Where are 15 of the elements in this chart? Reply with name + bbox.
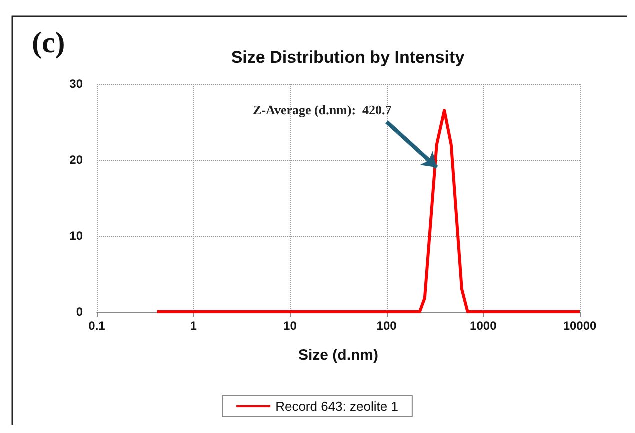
y-tick-label: 30 bbox=[70, 77, 84, 91]
y-tick-label: 0 bbox=[76, 305, 84, 319]
x-tick-label: 100 bbox=[376, 319, 398, 333]
x-tick-label: 1000 bbox=[470, 319, 498, 333]
legend-label: Record 643: zeolite 1 bbox=[276, 399, 398, 414]
x-tick-label: 10 bbox=[284, 319, 298, 333]
x-tick-label: 0.1 bbox=[88, 319, 106, 333]
annotation: Z-Average (d.nm): 420.7 bbox=[253, 102, 392, 118]
x-tick-label: 1 bbox=[190, 319, 198, 333]
chart-title: Size Distribution by Intensity bbox=[231, 48, 466, 67]
x-axis-title: Size (d.nm) bbox=[298, 347, 379, 364]
y-tick-label: 10 bbox=[70, 229, 84, 243]
y-tick-label: 20 bbox=[70, 153, 84, 167]
text: (c) bbox=[32, 26, 66, 60]
x-tick-label: 10000 bbox=[563, 319, 598, 333]
